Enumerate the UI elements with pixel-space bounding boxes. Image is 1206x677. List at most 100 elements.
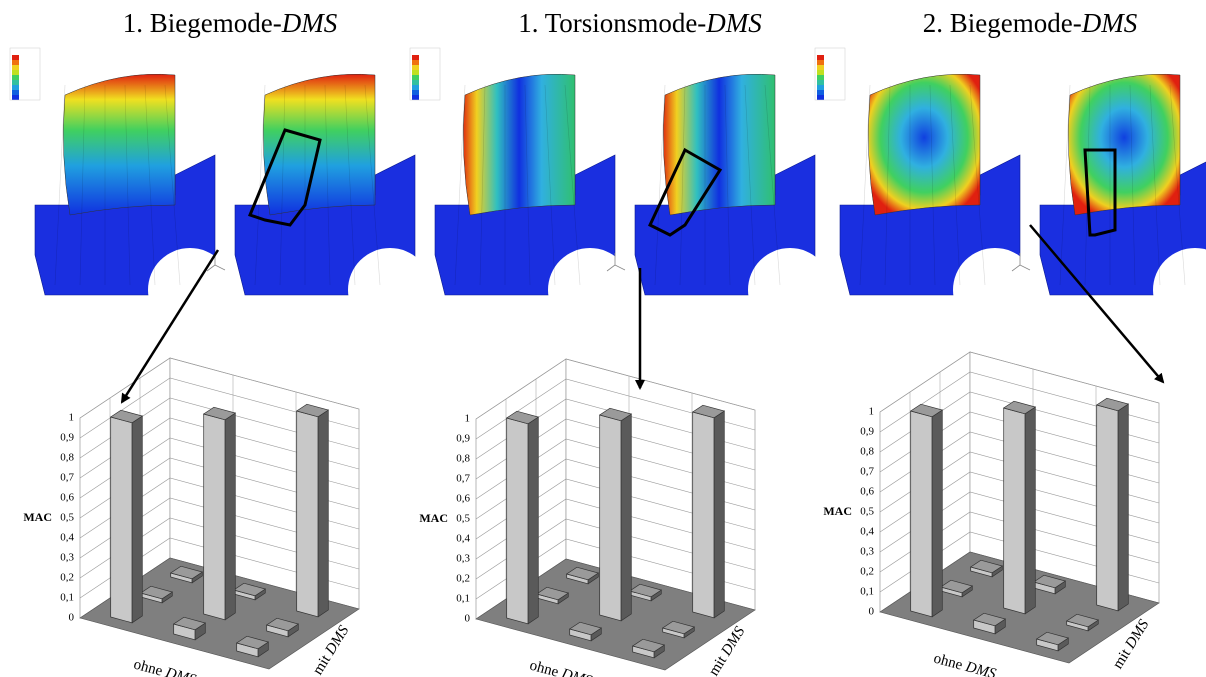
mesh-line — [859, 84, 871, 286]
fe-model — [634, 73, 832, 332]
bar-top — [565, 566, 600, 581]
fe-model — [1039, 73, 1206, 332]
axis-emphasis: DMS — [163, 665, 198, 677]
color-legend — [9, 47, 41, 101]
bar-top — [535, 586, 570, 601]
title-text: 2. Biegemode- — [923, 8, 1082, 38]
bar — [535, 586, 570, 605]
mesh-line — [144, 84, 156, 286]
legend-swatch — [412, 80, 419, 85]
grid-line — [79, 477, 360, 539]
mesh-line — [1149, 84, 1161, 286]
grid-line — [879, 491, 1160, 553]
legend-swatch — [12, 80, 19, 85]
bar-top — [169, 565, 204, 580]
bar — [1035, 631, 1070, 652]
grid-line — [475, 358, 756, 420]
y-tick-label: 0,3 — [456, 553, 470, 565]
grid-line — [879, 431, 1160, 493]
mesh-line — [254, 84, 266, 286]
x-axis-label: ohne DMS — [932, 651, 998, 677]
y-tick-label: 0,6 — [860, 486, 874, 498]
mesh-line — [54, 84, 66, 286]
gear-hole — [953, 248, 1037, 332]
bar — [909, 403, 944, 618]
color-legend — [814, 47, 846, 101]
color-legend — [409, 47, 441, 101]
grid-line — [475, 418, 756, 480]
bar — [169, 565, 204, 584]
mesh-line — [884, 84, 891, 286]
legend-swatch — [817, 95, 824, 100]
bar-top — [909, 403, 944, 418]
bar — [172, 616, 207, 641]
mesh-line — [764, 84, 781, 286]
gear-hole — [748, 248, 832, 332]
legend-swatch — [12, 65, 19, 70]
mesh-line — [164, 84, 181, 286]
bar-top — [172, 616, 207, 631]
mesh-line — [524, 84, 531, 286]
y-tick-label: 0,5 — [860, 506, 874, 518]
bar-side — [131, 415, 143, 624]
mesh-line — [1169, 84, 1186, 286]
bar-top — [972, 612, 1007, 627]
mesh-line — [1059, 84, 1071, 286]
grid-line — [475, 458, 756, 520]
y-axis-label: MAC — [23, 510, 52, 524]
y-tick-label: 0 — [69, 612, 75, 624]
legend-swatch — [12, 60, 19, 65]
bar-top — [1032, 574, 1067, 589]
grid-line — [79, 397, 360, 459]
bar-top — [1035, 631, 1070, 646]
legend-swatch — [12, 85, 19, 90]
gear-hole — [348, 248, 432, 332]
bar — [265, 617, 300, 638]
y-axis-label: MAC — [419, 511, 448, 525]
bar — [202, 406, 237, 621]
gear-tooth — [463, 73, 576, 216]
bar-top — [939, 579, 974, 594]
bar-top — [109, 409, 144, 424]
mesh-line — [949, 84, 961, 286]
legend-swatch — [412, 70, 419, 75]
legend-swatch — [817, 80, 824, 85]
bar — [1002, 400, 1037, 615]
chart-title: 1. Biegemode-DMS — [123, 8, 338, 38]
y-tick-label: 0,6 — [60, 492, 74, 504]
grid-line — [79, 457, 360, 519]
mesh-line — [279, 84, 286, 286]
y-tick-label: 0,7 — [860, 466, 874, 478]
legend-swatch — [412, 95, 419, 100]
bar-top — [202, 406, 237, 421]
y-tick-label: 0 — [465, 613, 471, 625]
bar — [565, 566, 600, 585]
bar-top — [598, 407, 633, 422]
bar-front — [1003, 407, 1026, 615]
legend-swatch — [412, 90, 419, 95]
grid-line — [879, 451, 1160, 513]
legend-swatch — [412, 60, 419, 65]
grid-line — [79, 517, 360, 579]
mesh-line — [79, 84, 86, 286]
gear-tooth — [63, 73, 176, 216]
bar-side — [317, 409, 329, 618]
grid-line — [475, 398, 756, 460]
legend-swatch — [412, 65, 419, 70]
bar — [969, 559, 1004, 578]
y-tick-label: 0,2 — [456, 573, 470, 585]
bar — [598, 407, 633, 622]
bar — [691, 404, 726, 619]
mesh-line — [929, 84, 936, 286]
bar — [628, 583, 663, 602]
grid-line — [879, 531, 1160, 593]
legend-swatch — [817, 85, 824, 90]
bar-top — [505, 410, 540, 425]
bar-side — [1117, 403, 1129, 612]
chart-title: 2. Biegemode-DMS — [923, 8, 1138, 38]
legend-swatch — [817, 75, 824, 80]
bar — [235, 635, 270, 658]
grid-line — [79, 417, 360, 479]
fe-model — [234, 73, 432, 332]
